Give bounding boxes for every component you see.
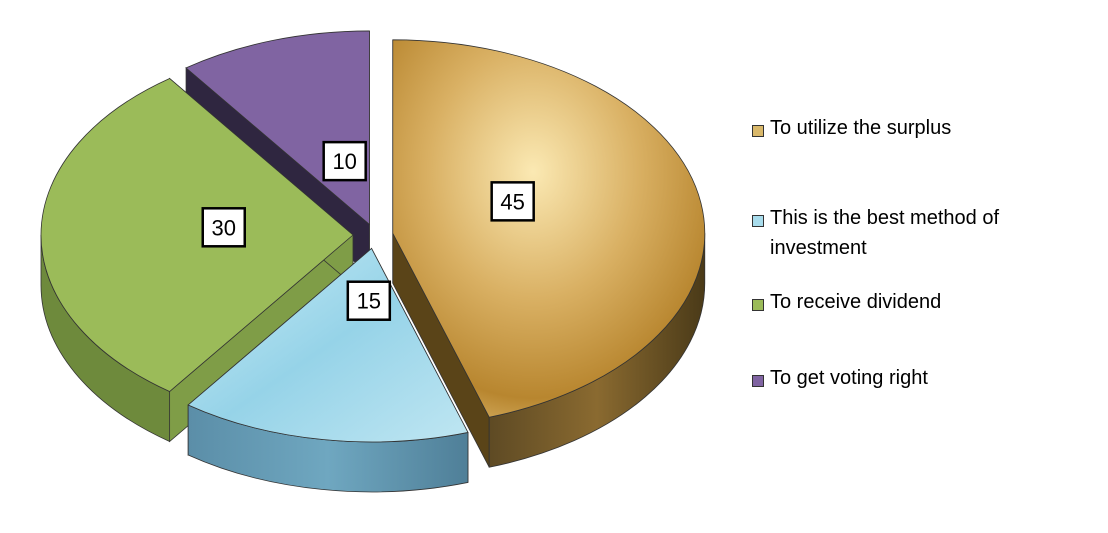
legend-item-best-method: This is the best method of investment (752, 207, 1090, 263)
legend-label: To receive dividend (770, 291, 942, 313)
data-label-text: 45 (500, 189, 524, 214)
legend-label: To utilize the surplus (770, 117, 952, 139)
data-label-10: 10 (322, 140, 367, 182)
legend-item-voting-right: To get voting right (752, 367, 928, 393)
legend-item-receive-dividend: To receive dividend (752, 291, 941, 317)
legend-swatch-icon (752, 299, 764, 311)
pie-slice-utilize-surplus (392, 39, 706, 468)
data-label-15: 15 (346, 280, 392, 321)
data-label-text: 15 (357, 289, 381, 314)
legend-swatch-icon (752, 375, 764, 387)
legend-item-utilize-surplus: To utilize the surplus (752, 117, 951, 143)
pie-slice-best-method (187, 247, 469, 493)
legend-label: To get voting right (770, 367, 928, 389)
data-label-45: 45 (490, 181, 535, 222)
legend-label: This is the best method of investment (770, 207, 1000, 259)
data-label-text: 10 (332, 149, 356, 174)
data-label-text: 30 (212, 215, 236, 240)
legend-swatch-icon (752, 125, 764, 137)
legend-swatch-icon (752, 215, 764, 227)
data-label-30: 30 (201, 207, 246, 248)
